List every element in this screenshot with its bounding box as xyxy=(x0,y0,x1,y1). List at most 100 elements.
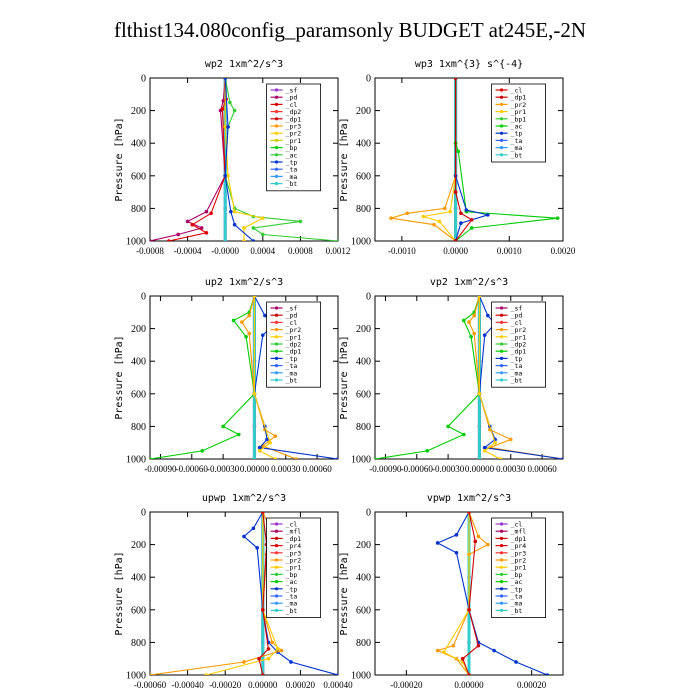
series-point xyxy=(486,213,490,217)
series-point xyxy=(226,174,230,178)
series-point xyxy=(167,239,171,241)
y-tick-label: 800 xyxy=(131,204,146,215)
legend-marker xyxy=(274,529,279,533)
legend-label: _mfl xyxy=(286,528,302,536)
x-tick-label: -0.00030 xyxy=(207,464,240,474)
legend-marker xyxy=(274,364,279,368)
legend-marker xyxy=(499,313,504,317)
x-tick-label: 0.0012 xyxy=(326,246,351,256)
legend-label: _pr1 xyxy=(286,333,302,341)
series-point xyxy=(467,512,471,514)
series-line-dp1 xyxy=(455,78,473,241)
legend-label: _dp1 xyxy=(511,535,527,543)
series-point xyxy=(252,457,257,459)
y-tick-label: 800 xyxy=(356,204,371,215)
legend-marker xyxy=(499,138,504,142)
plot-panel: upwp 1xm^2/s^3 0 200 400 600 800 1000 Pressure … xyxy=(114,493,353,690)
series-point xyxy=(223,239,227,241)
series-point xyxy=(229,209,233,214)
series-point xyxy=(442,650,446,654)
legend-marker xyxy=(274,95,279,99)
series-point xyxy=(493,440,497,445)
legend-marker xyxy=(274,594,279,598)
series-point xyxy=(150,239,152,241)
series-point xyxy=(459,221,463,225)
series-group xyxy=(150,78,338,241)
legend-label: _pr1 xyxy=(286,137,302,145)
legend-label: _ma xyxy=(511,144,523,152)
legend-label: _pr3 xyxy=(286,123,302,131)
legend-label: _bp xyxy=(286,144,298,152)
series-point xyxy=(498,457,503,459)
series-point xyxy=(469,334,473,339)
legend-label: _bt xyxy=(286,377,298,385)
series-line-pd xyxy=(150,78,226,241)
plot-title: vpwp 1xm^2/s^3 xyxy=(427,493,511,504)
plot-panel: vpwp 1xm^2/s^3 0 200 400 600 800 1000 Pressure … xyxy=(339,493,564,690)
legend-marker xyxy=(499,131,504,135)
y-tick-label: 1000 xyxy=(126,455,146,466)
legend-marker xyxy=(499,88,504,92)
y-tick-label: 600 xyxy=(356,389,371,400)
series-group xyxy=(389,78,560,241)
y-tick-label: 800 xyxy=(356,422,371,433)
legend-marker xyxy=(499,342,504,346)
legend-marker xyxy=(499,146,504,150)
legend-marker xyxy=(274,88,279,92)
series-point xyxy=(486,542,490,547)
x-tick-label: 0.00030 xyxy=(496,464,526,474)
plot-panel: up2 1xm^2/s^3 0 200 400 600 800 1000 Pressure [… xyxy=(114,277,339,474)
series-point xyxy=(459,211,463,216)
legend-label: _dp1 xyxy=(286,348,302,356)
legend-label: _pr2 xyxy=(511,326,527,334)
plot-title: wp2 1xm^2/s^3 xyxy=(205,59,283,70)
series-point xyxy=(199,226,204,230)
legend-label: _dp2 xyxy=(511,341,527,349)
legend-label: _dp1 xyxy=(511,94,527,102)
series-group xyxy=(375,296,563,459)
y-tick-label: 600 xyxy=(356,171,371,182)
series-point xyxy=(261,608,265,612)
legend-marker xyxy=(499,608,504,613)
legend-marker xyxy=(274,320,279,324)
series-line-tp xyxy=(455,78,490,241)
series-point xyxy=(242,239,246,241)
legend-marker xyxy=(499,587,504,591)
series-point xyxy=(261,216,265,220)
legend-label: _ac xyxy=(511,123,523,131)
y-tick-label: 0 xyxy=(141,74,146,85)
legend-label: _sf xyxy=(286,305,298,313)
x-tick-label: -0.00090 xyxy=(144,464,177,474)
plot-panel: wp3 1xm^{3} s^{-4} 0 200 400 600 800 1000 Press… xyxy=(339,59,576,256)
series-point xyxy=(185,219,190,224)
legend-marker xyxy=(274,117,279,121)
series-point xyxy=(266,656,271,661)
legend-marker xyxy=(274,601,279,605)
series-point xyxy=(261,673,265,675)
legend-box xyxy=(266,83,321,192)
series-point xyxy=(204,231,209,235)
legend-label: _dp2 xyxy=(286,341,302,349)
legend-label: _pr4 xyxy=(286,542,302,550)
series-point xyxy=(476,534,481,539)
y-tick-label: 1000 xyxy=(126,237,146,248)
series-point xyxy=(405,211,410,216)
legend-label: _pd xyxy=(286,312,298,320)
legend-label: _ac xyxy=(286,578,298,586)
legend-marker xyxy=(274,131,279,135)
series-point xyxy=(492,648,496,653)
series-group xyxy=(150,296,338,459)
legend-label: _pr2 xyxy=(511,557,527,565)
legend-label: _ma xyxy=(511,369,523,377)
legend-marker xyxy=(274,342,279,346)
series-point xyxy=(252,296,257,298)
plot-frame xyxy=(149,295,339,460)
series-line-pr1 xyxy=(423,78,457,241)
series-point xyxy=(247,331,252,336)
series-point xyxy=(150,673,152,675)
legend-label: _tp xyxy=(511,355,523,363)
y-tick-label: 400 xyxy=(131,139,146,150)
legend-marker xyxy=(499,328,504,332)
legend-label: _pr2 xyxy=(286,557,302,565)
legend-label: _pd xyxy=(511,312,523,320)
